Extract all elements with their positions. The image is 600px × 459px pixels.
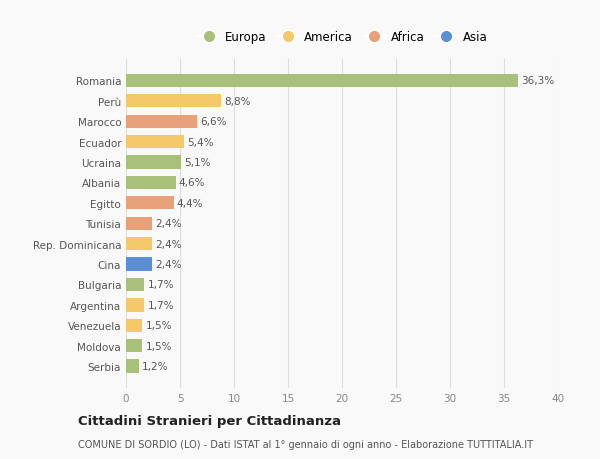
Bar: [126, 299, 145, 312]
Bar: [126, 237, 152, 251]
Bar: [126, 115, 197, 129]
Bar: [126, 156, 181, 169]
Text: 4,6%: 4,6%: [179, 178, 205, 188]
Text: 5,4%: 5,4%: [188, 137, 214, 147]
Text: 2,4%: 2,4%: [155, 239, 182, 249]
Legend: Europa, America, Africa, Asia: Europa, America, Africa, Asia: [192, 26, 492, 49]
Bar: [126, 217, 152, 230]
Bar: [126, 278, 145, 291]
Text: 2,4%: 2,4%: [155, 259, 182, 269]
Text: 1,5%: 1,5%: [145, 341, 172, 351]
Bar: [126, 176, 176, 190]
Bar: [126, 95, 221, 108]
Text: 6,6%: 6,6%: [200, 117, 227, 127]
Bar: [126, 75, 518, 88]
Text: COMUNE DI SORDIO (LO) - Dati ISTAT al 1° gennaio di ogni anno - Elaborazione TUT: COMUNE DI SORDIO (LO) - Dati ISTAT al 1°…: [78, 440, 533, 449]
Text: 36,3%: 36,3%: [521, 76, 554, 86]
Text: 1,7%: 1,7%: [148, 280, 174, 290]
Text: 5,1%: 5,1%: [184, 158, 211, 168]
Text: 1,7%: 1,7%: [148, 300, 174, 310]
Text: 4,4%: 4,4%: [177, 198, 203, 208]
Text: Cittadini Stranieri per Cittadinanza: Cittadini Stranieri per Cittadinanza: [78, 414, 341, 428]
Bar: [126, 258, 152, 271]
Text: 2,4%: 2,4%: [155, 219, 182, 229]
Bar: [126, 360, 139, 373]
Bar: [126, 319, 142, 332]
Bar: [126, 339, 142, 353]
Bar: [126, 136, 184, 149]
Text: 8,8%: 8,8%: [224, 96, 251, 106]
Text: 1,5%: 1,5%: [145, 320, 172, 330]
Bar: [126, 197, 173, 210]
Text: 1,2%: 1,2%: [142, 361, 169, 371]
